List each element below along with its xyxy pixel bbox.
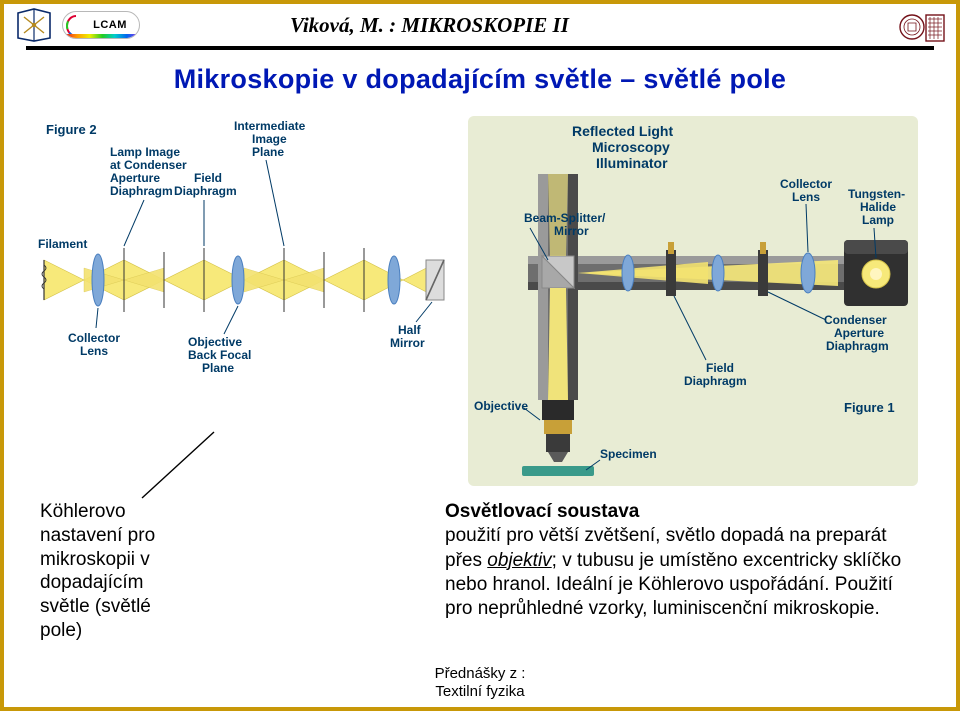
svg-text:Microscopy: Microscopy — [592, 139, 670, 155]
svg-text:Figure 1: Figure 1 — [844, 400, 895, 415]
caption-left-line: mikroskopii v — [40, 549, 150, 570]
slide-footer: Přednášky z : Textilní fyzika — [0, 665, 960, 701]
caption-left-line: pole) — [40, 620, 82, 641]
footer-line2: Textilní fyzika — [435, 683, 524, 700]
svg-text:Illuminator: Illuminator — [596, 155, 668, 171]
caption-left-line: světle (světlé — [40, 596, 151, 617]
lcam-logo: LCAM — [62, 11, 140, 39]
slide-title: Mikroskopie v dopadajícím světle – světl… — [0, 64, 960, 95]
caption-left-line: nastavení pro — [40, 525, 155, 546]
svg-text:Filament: Filament — [38, 237, 87, 251]
caption-right-heading: Osvětlovací soustava — [445, 501, 639, 522]
header-title: Viková, M. : MIKROSKOPIE II — [290, 13, 569, 38]
svg-text:CondenserApertureDiaphragm: CondenserApertureDiaphragm — [824, 313, 889, 353]
svg-text:Specimen: Specimen — [600, 447, 657, 461]
university-logo-right — [896, 8, 950, 46]
university-logo-left — [12, 8, 56, 42]
lcam-text: LCAM — [93, 19, 127, 31]
svg-text:Objective: Objective — [474, 399, 528, 413]
caption-left-line: Köhlerovo — [40, 501, 126, 522]
caption-right: Osvětlovací soustava použití pro větší z… — [445, 500, 925, 622]
caption-left: Köhlerovo nastavení pro mikroskopii v do… — [40, 500, 230, 643]
slide-header: LCAM Viková, M. : MIKROSKOPIE II — [6, 6, 954, 44]
optical-diagram: Figure 2 — [38, 110, 918, 490]
footer-line1: Přednášky z : — [435, 665, 526, 682]
caption-right-italic: objektiv — [487, 550, 551, 571]
svg-text:Reflected Light: Reflected Light — [572, 123, 673, 139]
caption-left-line: dopadajícím — [40, 572, 144, 593]
header-divider — [26, 46, 934, 50]
figure2-label: Figure 2 — [46, 122, 97, 137]
